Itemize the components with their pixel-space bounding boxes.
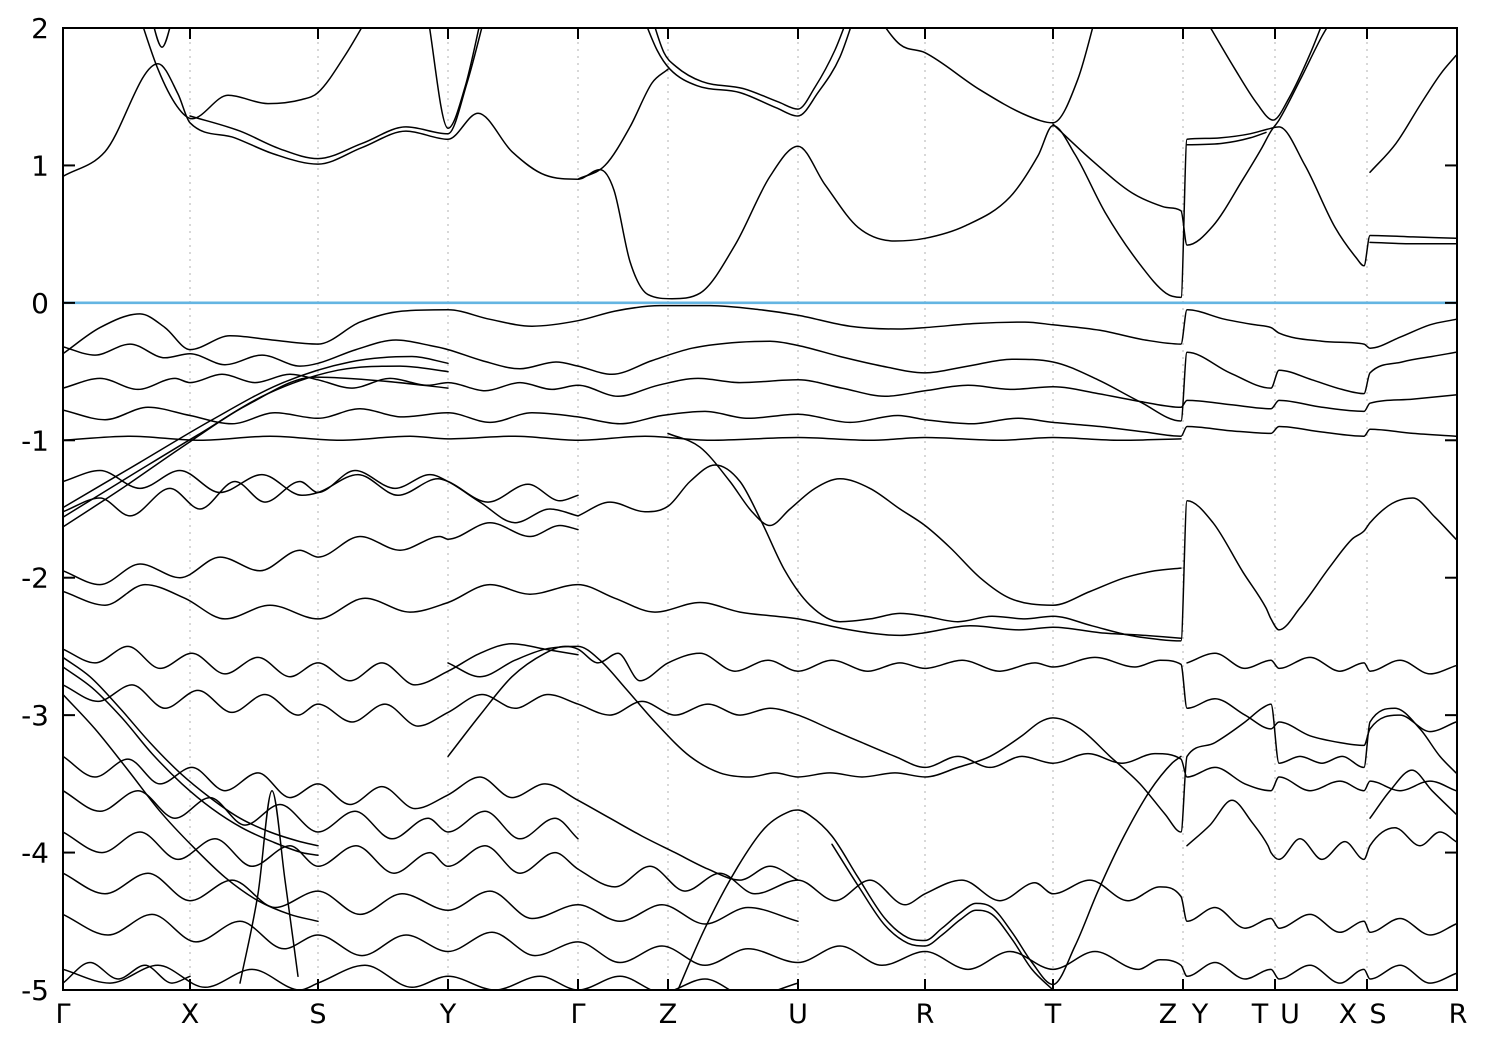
energy-band-curve	[63, 365, 449, 518]
energy-band-curve	[884, 28, 1094, 124]
x-tick-label: S	[309, 999, 326, 1030]
energy-band-curve	[63, 831, 1457, 936]
energy-band-curve	[1369, 769, 1457, 819]
x-tick-label: Z	[659, 999, 678, 1030]
y-tick-label: 2	[31, 12, 49, 45]
y-tick-label: -2	[21, 562, 49, 595]
y-tick-label: -1	[21, 424, 49, 457]
energy-band-curve	[654, 28, 845, 110]
plot-border	[62, 27, 1458, 991]
energy-band-curve	[63, 583, 1182, 639]
energy-bands	[63, 28, 1457, 990]
energy-band-curve	[63, 656, 319, 847]
energy-band-curve	[577, 464, 1457, 642]
energy-band-curve	[63, 62, 1457, 300]
energy-band-curve	[646, 28, 852, 117]
x-tick-label: T	[1251, 999, 1269, 1030]
y-tick-label: -5	[21, 974, 49, 1007]
energy-band-curve	[447, 645, 1457, 758]
x-tick-label: X	[1339, 999, 1358, 1030]
energy-band-curve	[63, 304, 1457, 355]
energy-band-curve	[831, 843, 1054, 990]
energy-band-curve	[153, 28, 171, 48]
energy-band-curve	[1369, 241, 1457, 245]
energy-band-curve	[63, 755, 799, 881]
energy-band-curve	[63, 642, 579, 686]
x-tick-label: T	[1044, 999, 1062, 1030]
x-tick-label: X	[181, 999, 200, 1030]
energy-band-curve	[63, 961, 191, 984]
energy-band-curve	[1186, 131, 1267, 146]
energy-band-curve	[189, 28, 483, 160]
energy-band-curve	[63, 964, 799, 990]
energy-band-curve	[1369, 54, 1457, 174]
x-tick-label: U	[1280, 999, 1300, 1030]
energy-band-curve	[63, 913, 1457, 984]
energy-band-curve	[447, 645, 1457, 833]
energy-band-curve	[63, 373, 1457, 413]
energy-band-curve	[1186, 799, 1457, 861]
energy-band-curve	[63, 469, 579, 524]
x-tick-label: Z	[1159, 999, 1178, 1030]
energy-band-curve	[142, 28, 363, 120]
x-tick-label: Γ	[570, 999, 585, 1030]
energy-band-curve	[63, 872, 799, 925]
x-tick-label: Y	[1191, 999, 1209, 1030]
y-tick-label: 0	[31, 287, 49, 320]
energy-band-curve	[63, 789, 579, 840]
x-tick-label: S	[1369, 999, 1386, 1030]
energy-band-curve	[428, 28, 480, 130]
energy-band-curve	[1209, 28, 1322, 121]
energy-band-curve	[63, 469, 579, 503]
x-tick-label: R	[916, 999, 935, 1030]
energy-band-curve	[1052, 28, 1328, 246]
energy-band-curve	[63, 355, 449, 509]
energy-band-curve	[63, 693, 319, 923]
x-tick-label: U	[788, 999, 808, 1030]
energy-band-curve	[63, 435, 1182, 442]
energy-band-curve	[63, 684, 1457, 792]
energy-band-curve	[239, 789, 299, 984]
energy-band-curve	[667, 432, 1182, 606]
y-tick-label: -3	[21, 699, 49, 732]
energy-band-curve	[63, 666, 319, 857]
y-tick-label: 1	[31, 149, 49, 182]
y-tick-label: -4	[21, 837, 49, 870]
energy-band-curve	[63, 339, 1457, 422]
x-tick-label: R	[1449, 999, 1468, 1030]
energy-band-curve	[1186, 652, 1457, 675]
energy-band-curve	[577, 68, 669, 180]
tick-marks	[62, 27, 1458, 991]
energy-band-curve	[677, 755, 1182, 990]
energy-band-curve	[63, 406, 1457, 437]
x-tick-label: Γ	[55, 999, 70, 1030]
x-tick-label: Y	[439, 999, 457, 1030]
energy-band-curve	[63, 521, 579, 586]
